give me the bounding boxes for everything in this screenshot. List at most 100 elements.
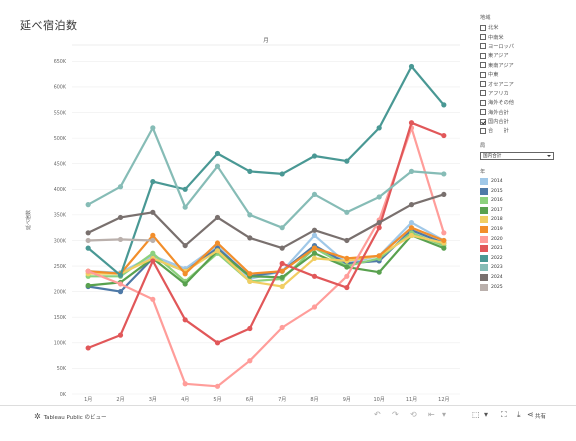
data-point[interactable] xyxy=(85,268,91,274)
series-2025[interactable] xyxy=(85,236,156,244)
region-checkbox[interactable] xyxy=(480,62,486,69)
region-checkbox[interactable] xyxy=(480,71,486,78)
data-point[interactable] xyxy=(311,245,318,251)
data-point[interactable] xyxy=(376,219,382,226)
data-point[interactable] xyxy=(182,317,188,323)
chevron-down-icon[interactable]: ▾ xyxy=(442,410,447,419)
region-option[interactable]: 海外その他 xyxy=(480,98,572,107)
data-point[interactable] xyxy=(214,240,221,246)
data-point[interactable] xyxy=(408,232,415,238)
data-point[interactable] xyxy=(214,150,221,157)
data-point[interactable] xyxy=(150,125,156,131)
data-point[interactable] xyxy=(150,232,156,238)
data-point[interactable] xyxy=(344,273,350,279)
data-point[interactable] xyxy=(214,383,221,389)
data-point[interactable] xyxy=(311,273,318,279)
series-2023[interactable] xyxy=(85,125,447,231)
region-checkbox[interactable] xyxy=(480,24,486,31)
region-option[interactable]: 合 計 xyxy=(480,126,572,135)
series-line[interactable] xyxy=(88,229,445,293)
series-line[interactable] xyxy=(87,126,444,229)
series-2024[interactable] xyxy=(85,191,447,251)
data-point[interactable] xyxy=(247,278,253,285)
undo-icon[interactable]: ↶ xyxy=(374,410,381,419)
data-point[interactable] xyxy=(117,236,124,243)
legend-item[interactable]: 2022 xyxy=(480,253,572,263)
series-line[interactable] xyxy=(87,193,445,250)
legend-item[interactable]: 2024 xyxy=(480,273,572,283)
data-point[interactable] xyxy=(408,219,415,226)
data-point[interactable] xyxy=(311,250,318,256)
data-point[interactable] xyxy=(85,282,91,289)
data-point[interactable] xyxy=(182,381,188,387)
line-chart[interactable]: 月 0K 50K 100K 150K 200K 250K 300K 350K 400K 450K 50… xyxy=(0,0,476,405)
data-point[interactable] xyxy=(279,260,285,267)
region-checkbox[interactable] xyxy=(480,81,486,88)
data-point[interactable] xyxy=(344,158,350,164)
legend-item[interactable]: 2016 xyxy=(480,196,572,206)
data-point[interactable] xyxy=(247,358,253,364)
data-point[interactable] xyxy=(214,214,221,221)
region-option[interactable]: 東アジア xyxy=(480,51,572,60)
series-line[interactable] xyxy=(88,231,445,283)
legend-item[interactable]: 2019 xyxy=(480,225,572,235)
data-point[interactable] xyxy=(279,171,285,177)
data-point[interactable] xyxy=(182,271,188,277)
chevron-down-icon[interactable]: ▾ xyxy=(484,410,489,419)
region-checkbox[interactable] xyxy=(480,127,486,134)
series-2021[interactable] xyxy=(85,120,447,351)
data-point[interactable] xyxy=(117,272,124,278)
data-point[interactable] xyxy=(150,209,156,215)
data-point[interactable] xyxy=(85,202,91,208)
region-option[interactable]: 海外合計 xyxy=(480,108,572,117)
data-point[interactable] xyxy=(247,271,253,277)
data-point[interactable] xyxy=(150,179,156,185)
series-line[interactable] xyxy=(87,121,445,349)
data-point[interactable] xyxy=(117,281,124,287)
legend-item[interactable]: 2023 xyxy=(480,263,572,273)
legend-item[interactable]: 2015 xyxy=(480,186,572,196)
data-point[interactable] xyxy=(344,255,350,261)
data-point[interactable] xyxy=(150,296,156,302)
data-point[interactable] xyxy=(376,253,382,259)
data-point[interactable] xyxy=(311,191,318,198)
region-checkbox[interactable] xyxy=(480,34,486,41)
redo-icon[interactable]: ↷ xyxy=(392,410,399,419)
region-option[interactable]: ヨーロッパ xyxy=(480,42,572,51)
data-point[interactable] xyxy=(182,281,188,287)
data-point[interactable] xyxy=(85,237,91,244)
region-option[interactable]: アフリカ xyxy=(480,89,572,98)
comment-icon[interactable]: ⬚ xyxy=(472,410,480,419)
data-point[interactable] xyxy=(117,214,124,221)
series-line[interactable] xyxy=(88,234,445,287)
region-option[interactable]: 中東 xyxy=(480,70,572,79)
data-point[interactable] xyxy=(311,153,318,159)
data-point[interactable] xyxy=(376,194,382,200)
data-point[interactable] xyxy=(441,132,447,139)
data-point[interactable] xyxy=(344,264,350,270)
legend-item[interactable]: 2014 xyxy=(480,177,572,187)
series-2022[interactable] xyxy=(85,63,447,278)
data-point[interactable] xyxy=(441,171,447,177)
legend-item[interactable]: 2020 xyxy=(480,234,572,244)
legend-item[interactable]: 2018 xyxy=(480,215,572,225)
series-line[interactable] xyxy=(87,65,445,277)
revert-icon[interactable]: ⟲ xyxy=(410,410,417,419)
data-point[interactable] xyxy=(117,332,124,338)
data-point[interactable] xyxy=(408,63,415,70)
data-point[interactable] xyxy=(279,245,285,251)
legend-item[interactable]: 2017 xyxy=(480,205,572,215)
region-option[interactable]: 国内合計 xyxy=(480,117,572,126)
data-point[interactable] xyxy=(247,325,253,332)
share-button[interactable]: 共有 xyxy=(535,414,547,420)
data-point[interactable] xyxy=(279,225,285,231)
series-line[interactable] xyxy=(88,226,445,275)
data-point[interactable] xyxy=(441,230,447,236)
data-point[interactable] xyxy=(441,237,447,244)
series-line[interactable] xyxy=(87,126,445,388)
data-point[interactable] xyxy=(408,225,415,231)
fullscreen-icon[interactable]: ⛶ xyxy=(501,410,507,419)
region-option[interactable]: 北米 xyxy=(480,23,572,32)
data-point[interactable] xyxy=(408,202,415,208)
data-point[interactable] xyxy=(117,289,124,295)
